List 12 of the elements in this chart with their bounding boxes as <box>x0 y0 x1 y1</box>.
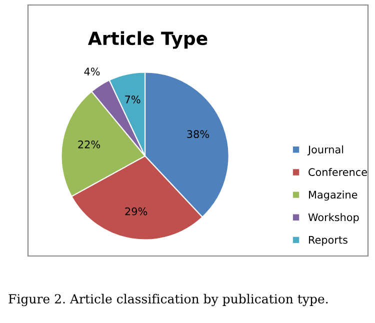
legend-label: Conference <box>308 168 367 176</box>
data-label: 22% <box>78 140 100 148</box>
data-label: 4% <box>84 68 100 76</box>
caption: Figure 2. Article classification by publication type. <box>8 294 328 306</box>
legend-label: Reports <box>309 236 348 246</box>
chart-title: Article Type <box>88 31 208 49</box>
legend-label: Journal <box>307 145 344 156</box>
data-label: 38% <box>187 130 209 138</box>
legend-label: Workshop <box>308 213 359 224</box>
data-label: 29% <box>125 207 148 216</box>
legend-label: Magazine <box>309 190 358 201</box>
data-label: 7% <box>125 96 140 104</box>
